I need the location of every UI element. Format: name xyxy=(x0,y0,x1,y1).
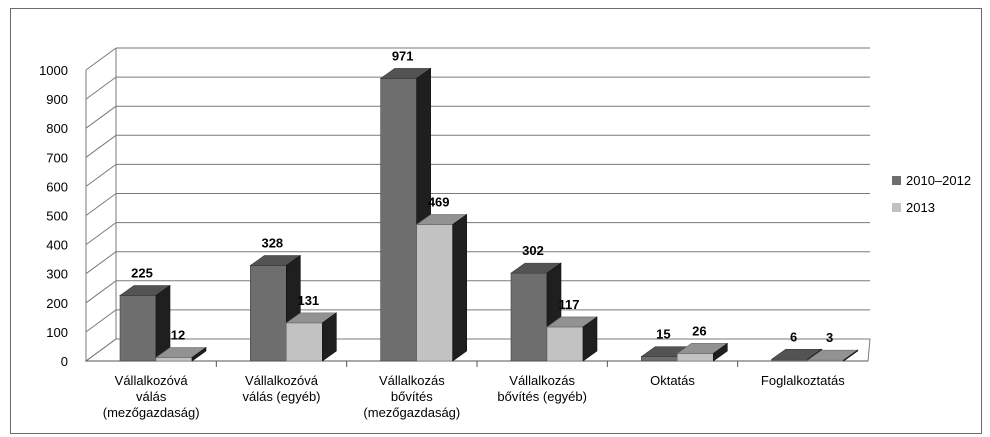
bar-1-1 xyxy=(286,322,323,362)
x-category-line-4-0: Oktatás xyxy=(650,373,695,388)
bar-side-1-1 xyxy=(322,312,337,362)
data-label-0-3: 302 xyxy=(522,243,544,258)
data-label-0-4: 15 xyxy=(656,327,670,342)
bar-1-3 xyxy=(546,326,584,362)
bar-1-2 xyxy=(416,224,453,362)
gridline-depth-100 xyxy=(85,309,117,333)
data-label-1-2: 469 xyxy=(428,195,450,210)
data-label-0-0: 225 xyxy=(131,266,153,281)
gridline-depth-700 xyxy=(85,134,117,158)
data-label-0-2: 971 xyxy=(392,48,414,63)
x-category-line-2-2: (mezőgazdaság) xyxy=(363,405,460,420)
gridline-depth-900 xyxy=(85,76,117,100)
legend-swatch-1 xyxy=(892,203,901,212)
bar-0-3 xyxy=(510,272,548,362)
gridline-depth-0 xyxy=(85,338,117,362)
y-tick-label-600: 600 xyxy=(46,179,68,194)
y-tick-label-900: 900 xyxy=(46,92,68,107)
axis-layer: 0 100 200 300 400 500 600 700 800 900 1000 Vállalko… xyxy=(39,48,868,420)
bar-0-1 xyxy=(250,265,287,362)
data-label-1-0: 12 xyxy=(171,328,185,343)
bar-side-1-3 xyxy=(582,316,598,362)
x-category-line-2-0: Vállalkozás xyxy=(379,373,445,388)
bar-1-4 xyxy=(677,353,714,362)
y-tick-label-800: 800 xyxy=(46,121,68,136)
y-tick-label-200: 200 xyxy=(46,296,68,311)
gridline-depth-300 xyxy=(85,251,117,275)
gridline-depth-1000 xyxy=(85,47,117,71)
data-label-1-3: 117 xyxy=(559,297,580,312)
bar-side-1-5 xyxy=(843,349,858,362)
data-label-1-4: 26 xyxy=(692,323,706,338)
data-label-0-5: 6 xyxy=(790,329,797,344)
gridline-depth-500 xyxy=(85,193,117,216)
y-tick-label-300: 300 xyxy=(46,267,68,282)
gridline-depth-200 xyxy=(85,280,117,304)
bar-0-0 xyxy=(119,295,157,362)
x-category-label-2: Vállalkozás bővítés (mezőgazdaság) xyxy=(363,373,460,420)
bar-layer xyxy=(119,67,859,362)
data-label-1-1: 131 xyxy=(297,293,319,308)
label-layer: 225 12 328 131 971 469 302 117 15 26 6 3 xyxy=(131,48,833,345)
y-tick-label-1000: 1000 xyxy=(39,63,68,78)
x-category-label-1: Vállalkozóvá válás (egyéb) xyxy=(242,373,320,404)
chart-frame xyxy=(10,8,982,434)
x-category-line-3-0: Vállalkozás xyxy=(509,373,575,388)
data-label-1-5: 3 xyxy=(826,330,833,345)
gridline-depth-600 xyxy=(85,163,117,187)
legend-label-0: 2010–2012 xyxy=(906,173,971,188)
y-tick-label-0: 0 xyxy=(61,354,68,369)
bar-side-1-4 xyxy=(713,342,728,362)
legend-swatch-0 xyxy=(892,176,901,185)
bar-0-2 xyxy=(380,78,417,362)
legend: 2010–2012 2013 xyxy=(892,173,971,215)
gridline-depth-800 xyxy=(85,105,117,129)
x-category-label-3: Vállalkozás bővítés (egyéb) xyxy=(497,373,587,404)
x-category-label-4: Oktatás xyxy=(650,373,695,388)
x-category-label-5: Foglalkoztatás xyxy=(761,373,845,388)
y-tick-label-400: 400 xyxy=(46,238,68,253)
data-label-0-1: 328 xyxy=(261,236,283,251)
bar-side-1-2 xyxy=(452,213,467,362)
y-tick-label-500: 500 xyxy=(46,209,68,224)
x-category-label-0: Vállalkozóvá válás (mezőgazdaság) xyxy=(103,373,200,420)
x-category-line-5-0: Foglalkoztatás xyxy=(761,373,845,388)
grid-layer xyxy=(84,47,871,362)
x-category-line-1-1: válás (egyéb) xyxy=(242,389,320,404)
x-category-line-0-1: válás xyxy=(136,389,167,404)
legend-label-1: 2013 xyxy=(906,200,935,215)
x-category-line-3-1: bővítés (egyéb) xyxy=(497,389,587,404)
x-category-line-0-2: (mezőgazdaság) xyxy=(103,405,200,420)
bar-1-0 xyxy=(155,357,193,362)
x-category-line-0-0: Vállalkozóvá xyxy=(115,373,189,388)
y-tick-label-100: 100 xyxy=(46,325,68,340)
x-category-line-1-0: Vállalkozóvá xyxy=(245,373,319,388)
bar-0-4 xyxy=(641,356,678,362)
y-tick-label-700: 700 xyxy=(46,150,68,165)
gridline-depth-400 xyxy=(85,222,117,246)
x-category-line-2-1: bővítés xyxy=(391,389,433,404)
bar-side-1-0 xyxy=(191,346,207,362)
